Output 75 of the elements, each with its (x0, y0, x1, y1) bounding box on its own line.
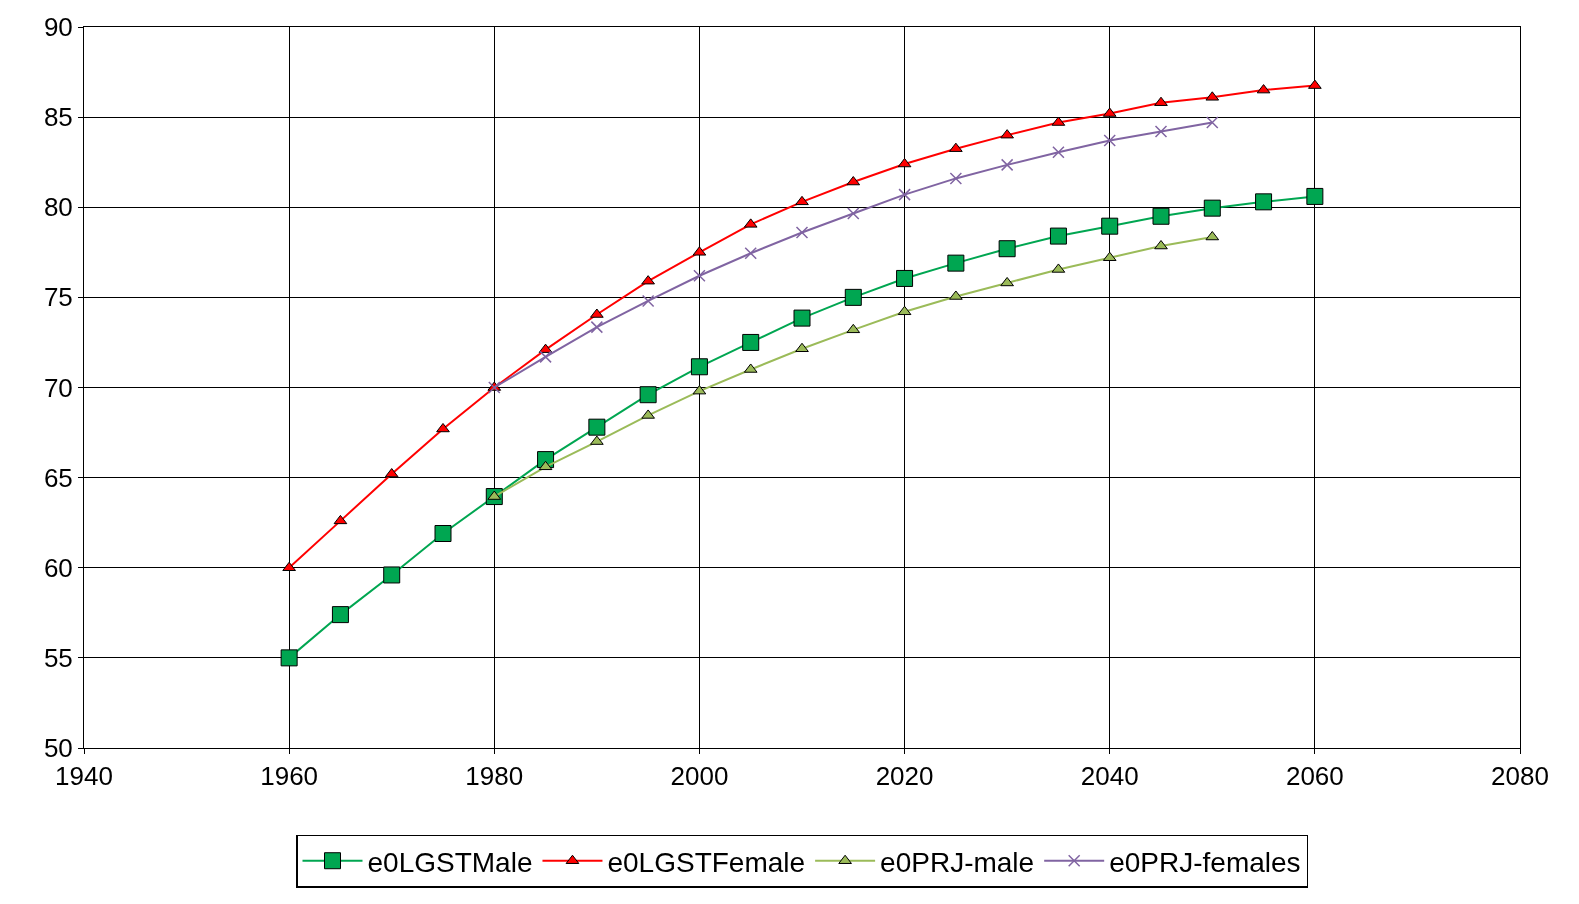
x-tick-label: 1940 (55, 761, 113, 792)
point (897, 305, 912, 316)
point (947, 254, 965, 272)
point (1255, 193, 1273, 211)
y-tick-label: 65 (43, 462, 73, 493)
point (590, 308, 604, 318)
point (1049, 227, 1067, 245)
point (434, 525, 452, 542)
point (793, 309, 811, 327)
point (1205, 230, 1220, 241)
point (795, 342, 809, 352)
point (1154, 240, 1168, 250)
point (693, 269, 706, 282)
point (744, 246, 757, 260)
y-tick-label: 75 (43, 282, 73, 313)
point (641, 294, 655, 308)
point (690, 358, 708, 376)
point (331, 606, 349, 624)
point (847, 207, 860, 220)
point (1000, 129, 1014, 139)
point (1103, 134, 1116, 147)
point (1000, 158, 1014, 172)
y-tick-label: 80 (43, 192, 73, 223)
legend-label: e0PRJ-male (880, 846, 1035, 878)
point (641, 409, 655, 419)
point (998, 240, 1016, 258)
x-tick-label: 2020 (875, 761, 934, 792)
point (795, 226, 809, 239)
x-tick-label: 1960 (260, 761, 319, 792)
point (590, 320, 604, 334)
point (383, 566, 401, 584)
point (1000, 276, 1014, 287)
y-tick-label: 90 (43, 12, 73, 43)
point (896, 269, 914, 287)
x-tick-label: 1980 (465, 761, 524, 792)
point (1052, 146, 1065, 159)
point (1308, 79, 1322, 89)
point (949, 290, 963, 300)
point (641, 275, 655, 285)
x-tick-label: 2080 (1491, 761, 1549, 792)
point (1152, 207, 1170, 225)
point (1101, 217, 1119, 235)
legend-label: e0LGSTFemale (607, 846, 806, 878)
legend-label: e0LGSTMale (367, 846, 533, 878)
point (436, 422, 450, 433)
point (742, 333, 760, 351)
x-tick-label: 2040 (1080, 761, 1139, 792)
y-tick-label: 60 (43, 552, 73, 583)
point (539, 350, 552, 364)
y-tick-label: 70 (43, 372, 73, 403)
y-tick-label: 55 (43, 642, 73, 673)
point (897, 157, 912, 168)
point (795, 195, 809, 206)
point (1206, 116, 1219, 129)
point (280, 649, 298, 667)
legend-label: e0PRJ-females (1109, 846, 1301, 878)
y-tick-label: 85 (43, 102, 73, 133)
point (898, 188, 911, 201)
point (282, 561, 296, 571)
point (1154, 96, 1168, 106)
x-tick-label: 2000 (670, 761, 729, 792)
point (639, 386, 657, 404)
point (333, 514, 348, 525)
point (590, 435, 604, 445)
point (1203, 199, 1221, 217)
point (1306, 187, 1324, 205)
point (844, 288, 862, 306)
y-tick-label: 50 (43, 733, 73, 764)
point (538, 460, 553, 471)
point (588, 418, 606, 436)
point (1154, 125, 1168, 138)
x-tick-label: 2060 (1285, 761, 1344, 792)
point (846, 323, 861, 334)
point (949, 142, 963, 152)
point (949, 172, 963, 185)
